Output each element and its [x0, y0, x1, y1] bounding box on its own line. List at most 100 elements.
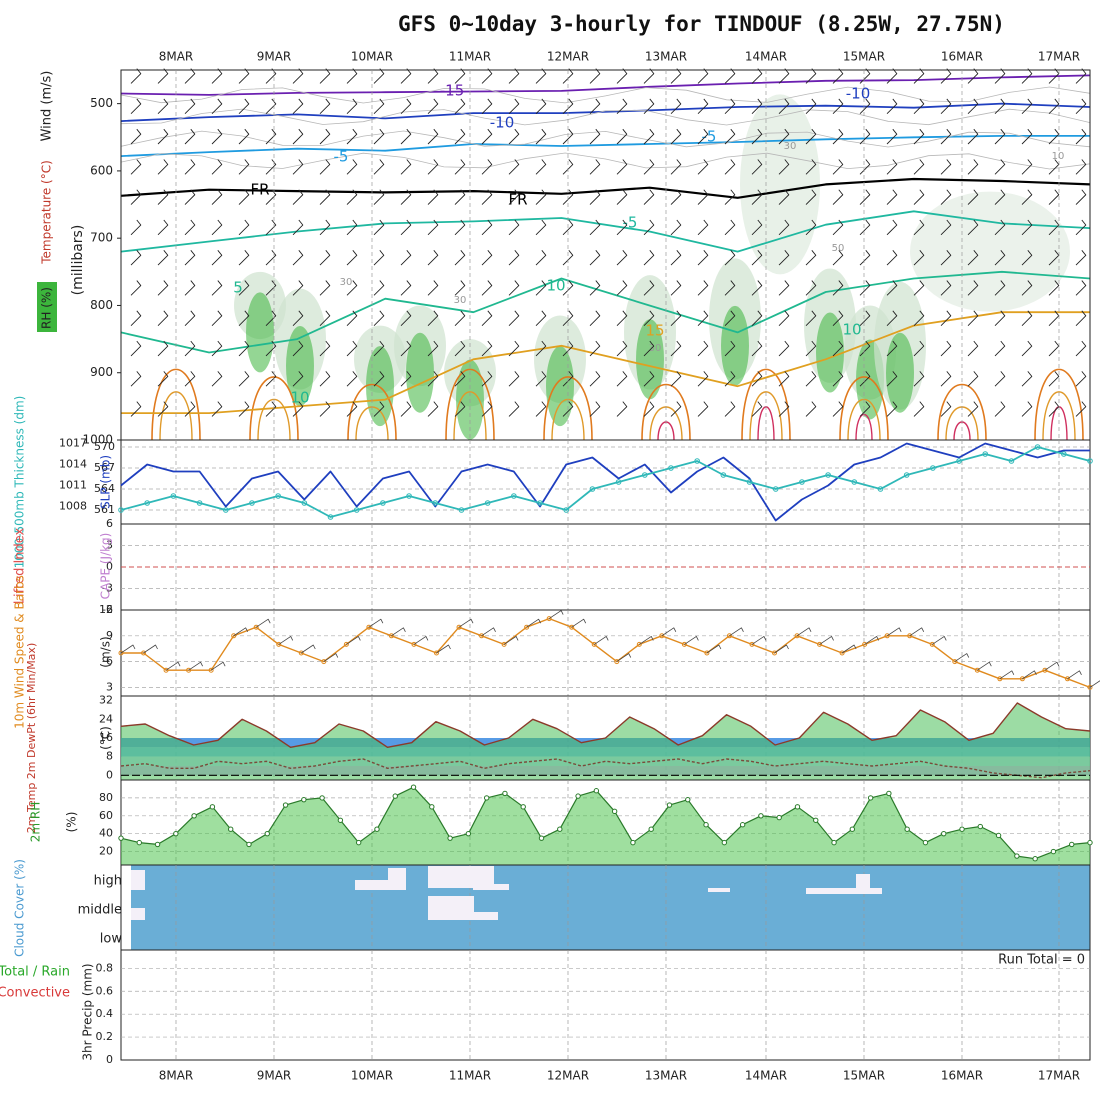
contour-label: -15 — [440, 82, 465, 100]
wind-barb — [697, 371, 709, 387]
slp-tick: 1011 — [59, 479, 87, 492]
wind-barb — [886, 280, 898, 296]
wind-barb — [454, 159, 466, 175]
wind-barb — [616, 250, 628, 266]
thickness-point — [458, 507, 465, 513]
wind-barb — [454, 280, 466, 296]
wind-barb — [373, 371, 385, 387]
slp-tick: 1008 — [59, 500, 87, 513]
cloud-level-label: high — [94, 874, 122, 889]
wind-barb — [373, 250, 385, 266]
wind-barb — [292, 98, 304, 115]
cloud-cover-block — [131, 870, 145, 890]
rh-point — [502, 790, 508, 797]
wind-barb-10m — [1044, 661, 1060, 671]
wind-barb — [130, 280, 142, 296]
wind-barb — [130, 310, 142, 326]
wind-barb — [130, 98, 142, 115]
thickness-point — [615, 479, 622, 485]
wind-barb — [562, 371, 574, 387]
wind-barb — [697, 68, 709, 84]
wind-barb — [589, 340, 601, 357]
wind-barb — [508, 250, 520, 266]
wind-barb — [400, 340, 412, 357]
contour-label: 30 — [454, 295, 467, 306]
wind-barb-10m — [639, 636, 654, 645]
wind-barb-10m — [413, 636, 429, 645]
rh-point — [191, 813, 197, 819]
wind-barb — [589, 371, 601, 387]
wind-barb-10m — [571, 618, 587, 628]
wind-barb — [886, 371, 898, 387]
thickness-line — [120, 446, 1091, 518]
cloud-cover-background — [131, 865, 1090, 950]
precip-axis-label: 3hr Precip (mm) — [81, 963, 95, 1060]
wind-barb — [751, 371, 763, 387]
rh-point — [392, 793, 398, 799]
wind-barb — [535, 98, 547, 115]
wind-barb — [589, 128, 601, 145]
wind-barb — [184, 68, 196, 84]
wind-speed-point — [997, 676, 1003, 682]
wind-barb — [913, 310, 925, 326]
wind-barb — [994, 371, 1006, 387]
wind-barb — [778, 280, 790, 296]
wind-barb — [319, 219, 331, 236]
thickness-point — [353, 507, 360, 513]
precip-tick: 0 — [106, 1053, 113, 1066]
wind-speed-point — [253, 624, 259, 630]
wind-barb — [859, 371, 871, 387]
wind-barb — [211, 159, 223, 175]
wind-barb — [751, 250, 763, 266]
wind-barb — [373, 280, 385, 296]
wind-barb — [481, 68, 493, 84]
rh-point — [282, 802, 289, 808]
pressure-tick: 1000 — [82, 433, 113, 447]
rh-point — [465, 830, 472, 837]
temperature-contour-line — [120, 102, 1091, 122]
wind-barb — [508, 280, 520, 296]
wind-barb — [859, 340, 871, 357]
wind-barb — [481, 98, 493, 115]
wind-barb — [184, 401, 196, 417]
wind-barb — [940, 371, 952, 387]
rh-shade-moist — [546, 346, 574, 427]
cloud-cover-block — [388, 868, 406, 890]
wind-speed-point — [321, 659, 327, 665]
wind-barb — [643, 219, 655, 236]
wind-barb — [616, 280, 628, 296]
wind-barb — [562, 98, 574, 115]
wind-barb — [697, 280, 709, 296]
wind-barb — [697, 159, 709, 175]
rh-point — [995, 832, 1002, 839]
temperature-tick: 0 — [106, 768, 113, 781]
wind-barb — [535, 219, 547, 236]
temperature-axis-label: Temperature (°C) — [40, 160, 54, 265]
contour-label: 15 — [645, 322, 664, 340]
pressure-tick: 600 — [90, 163, 113, 177]
wind-barb — [454, 189, 466, 205]
wind-speed-point — [546, 616, 552, 622]
wind-barb — [535, 250, 547, 266]
wind-barb — [1021, 401, 1033, 417]
wind-barb — [886, 159, 898, 175]
wind-barb — [157, 128, 169, 145]
thickness-point — [668, 465, 674, 471]
wind-barb — [535, 401, 547, 417]
wind-barb — [670, 280, 682, 296]
wind-barb — [346, 128, 358, 145]
wind-barb — [265, 280, 277, 296]
cloud-cover-block — [131, 908, 145, 920]
wind-barb-10m — [346, 636, 361, 645]
rh-area — [121, 787, 1090, 865]
wind-barb — [130, 128, 142, 145]
thickness-point — [772, 486, 779, 492]
contour-label: 10 — [842, 321, 861, 339]
wind-barb — [778, 98, 790, 115]
rh-point — [977, 823, 984, 830]
wind-barb — [319, 68, 331, 84]
wind-barb — [265, 340, 277, 357]
wind-barb — [427, 280, 439, 296]
wind-barb — [1021, 371, 1033, 387]
wind-barb — [130, 159, 142, 175]
